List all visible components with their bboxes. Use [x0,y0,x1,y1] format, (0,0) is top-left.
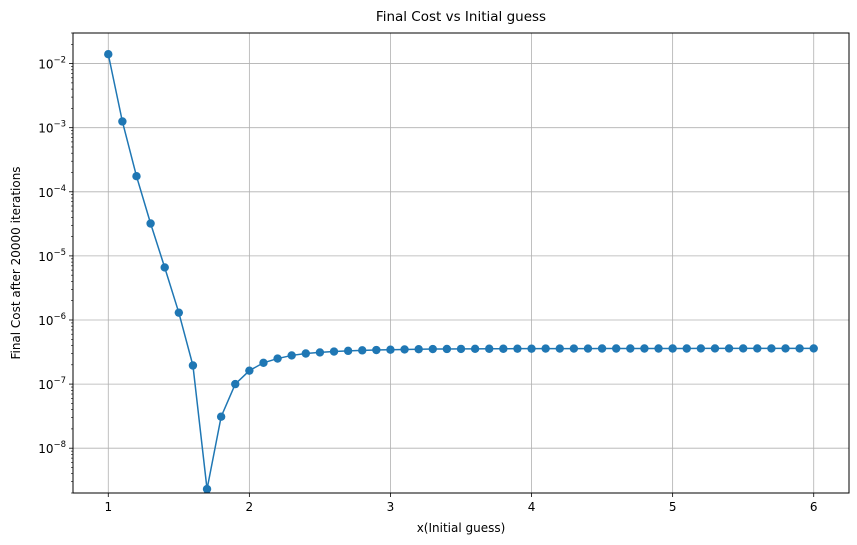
data-point [343,346,353,356]
data-point [485,344,494,353]
y-tick-label: 10−4 [38,184,66,200]
data-point [301,349,310,358]
data-point [400,345,409,354]
data-point [329,347,339,356]
data-point [132,172,141,181]
data-point [626,344,635,353]
y-axis-label: Final Cost after 20000 iterations [9,166,23,359]
x-tick-label: 6 [810,500,818,514]
data-point [541,344,550,353]
x-axis-label: x(Initial guess) [417,521,506,535]
data-point [358,346,367,355]
data-point [809,344,818,353]
data-point [753,344,762,353]
data-point [668,344,677,353]
y-tick-label: 10−3 [38,120,66,136]
data-point [767,344,776,353]
data-point [231,379,240,389]
data-point [781,344,790,353]
data-point [499,344,508,353]
data-point [216,412,226,421]
data-point [287,351,296,360]
data-point [612,344,621,353]
data-point [104,50,113,59]
data-point [160,263,169,272]
data-point [470,344,480,354]
data-point [202,484,212,494]
data-point [555,344,564,353]
data-point [188,361,198,370]
data-point [583,344,593,353]
x-tick-label: 3 [387,500,395,514]
data-point [527,344,536,353]
data-point [795,344,804,353]
data-point [146,219,155,228]
data-point [696,344,706,353]
x-tick-label: 5 [669,500,677,514]
data-point [682,344,691,353]
data-point [640,344,649,353]
y-tick-label: 10−6 [38,312,66,328]
data-point [654,344,663,353]
axis-ticks: 1 2 3 4 5 6 10−8 10−7 10−6 10−5 10−4 10−3 10−2 [38,32,818,514]
data-point [315,348,325,357]
data-point [118,117,127,126]
data-point [386,345,395,354]
data-point [428,344,437,354]
data-point [442,344,452,354]
data-point [174,308,184,317]
y-tick-label: 10−8 [38,440,66,456]
data-point [245,366,254,375]
plot-frame [72,32,850,494]
data-point [738,344,748,353]
x-tick-label: 1 [104,500,112,514]
chart-title: Final Cost vs Initial guess [376,9,546,25]
data-point [456,344,466,354]
y-tick-label: 10−2 [38,56,66,72]
series-layer [104,50,818,494]
grid-lines [73,33,849,493]
data-point [372,345,381,355]
y-tick-label: 10−7 [38,376,66,392]
x-tick-label: 4 [528,500,536,514]
data-point [273,354,282,363]
data-point [597,344,607,353]
data-point [513,344,522,353]
data-point [710,344,720,353]
data-point [724,344,734,353]
data-point [259,358,268,367]
data-point [414,345,423,354]
x-tick-label: 2 [246,500,254,514]
data-point [569,344,579,353]
y-tick-label: 10−5 [38,248,66,264]
series-line [107,54,814,490]
